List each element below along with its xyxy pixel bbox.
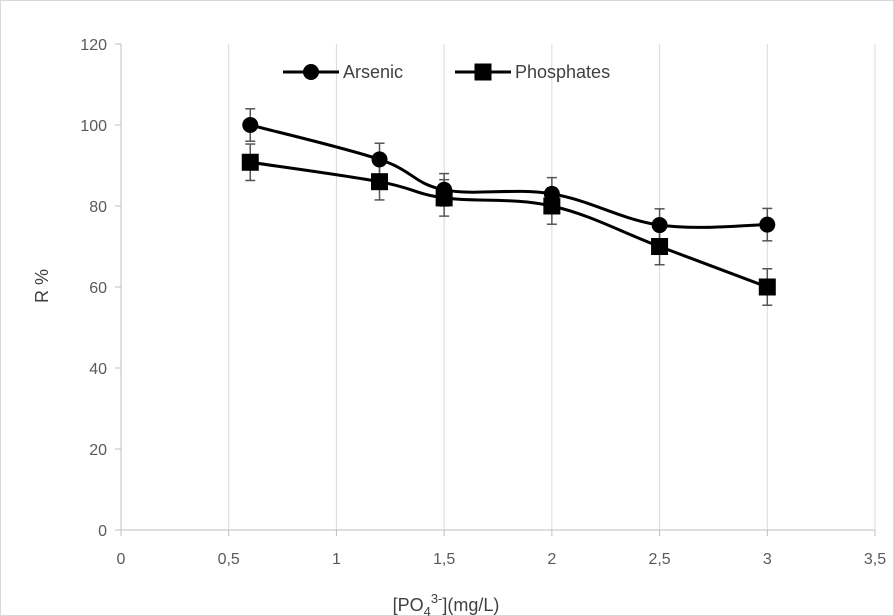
legend: Arsenic Phosphates [283, 62, 610, 82]
y-tick-label: 20 [89, 442, 107, 459]
arsenic-data-point [759, 216, 776, 233]
arsenic-data-point [242, 117, 259, 133]
series-lines [249, 123, 768, 289]
x-axis-title-subscript: 4 [424, 604, 431, 616]
x-axis-title: [PO43-](mg/L) [393, 591, 500, 616]
legend-arsenic-marker [303, 64, 319, 80]
legend-phosphates-marker [474, 63, 492, 81]
phosphates-data-point [651, 238, 669, 255]
x-tick-label: 0,5 [218, 551, 240, 568]
phosphates-data-point [241, 153, 259, 171]
axes [115, 43, 876, 536]
x-tick-label: 2 [547, 551, 556, 568]
phosphates-data-point [435, 189, 453, 207]
legend-phosphates-label: Phosphates [515, 62, 610, 82]
y-tick-label: 0 [98, 523, 107, 540]
y-tick-label: 40 [89, 361, 107, 378]
series-markers [241, 117, 776, 296]
y-tick-label: 60 [89, 280, 107, 297]
tick-labels: 0 20 40 60 80 100 120 0 0,5 1 1,5 2 2,5 3 3,5 [80, 37, 886, 568]
x-tick-label: 1,5 [433, 551, 455, 568]
y-tick-label: 100 [80, 118, 107, 135]
x-axis-title-tail: ](mg/L) [442, 595, 499, 615]
legend-arsenic-label: Arsenic [343, 62, 403, 82]
y-tick-label: 120 [80, 37, 107, 54]
x-tick-label: 3 [763, 551, 772, 568]
x-tick-label: 1 [332, 551, 341, 568]
x-tick-label: 2,5 [648, 551, 670, 568]
arsenic-data-point [371, 151, 388, 168]
arsenic-data-point [651, 217, 668, 234]
x-axis-title-main: [PO [393, 595, 424, 615]
y-axis-title: R % [32, 269, 52, 303]
phosphates-series-line [250, 160, 768, 289]
x-axis-title-superscript: 3- [431, 591, 443, 606]
x-tick-label: 3,5 [864, 551, 886, 568]
phosphates-data-point [543, 197, 561, 215]
x-tick-label: 0 [117, 551, 126, 568]
phosphates-data-point [758, 278, 776, 296]
phosphates-data-point [371, 173, 389, 191]
arsenic-series-line [249, 123, 768, 229]
y-tick-label: 80 [89, 199, 107, 216]
